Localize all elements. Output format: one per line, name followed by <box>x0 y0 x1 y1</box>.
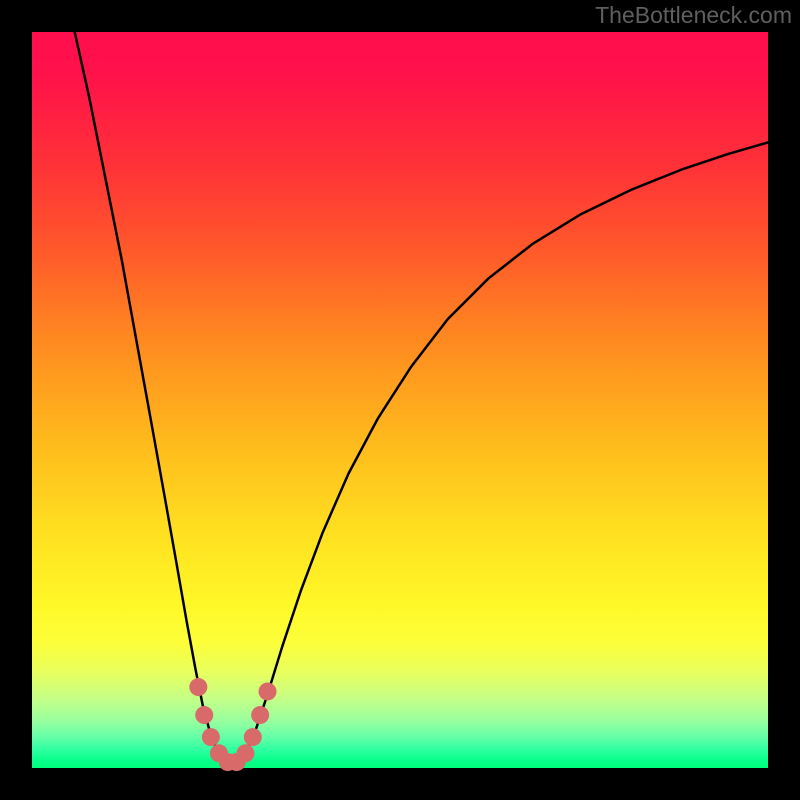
chart-root: TheBottleneck.com <box>0 0 800 800</box>
plot-background <box>32 32 768 768</box>
curve-marker <box>251 706 269 724</box>
curve-marker <box>189 678 207 696</box>
curve-marker <box>244 728 262 746</box>
chart-svg <box>0 0 800 800</box>
curve-marker <box>259 682 277 700</box>
watermark-text: TheBottleneck.com <box>595 2 792 29</box>
curve-marker <box>202 728 220 746</box>
curve-marker <box>236 744 254 762</box>
curve-marker <box>195 706 213 724</box>
